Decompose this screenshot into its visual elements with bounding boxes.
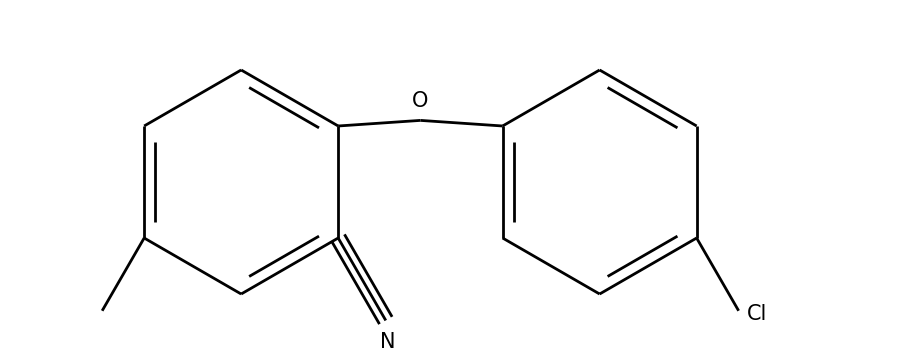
Text: O: O xyxy=(412,91,429,111)
Text: N: N xyxy=(380,332,396,352)
Text: Cl: Cl xyxy=(746,304,767,324)
